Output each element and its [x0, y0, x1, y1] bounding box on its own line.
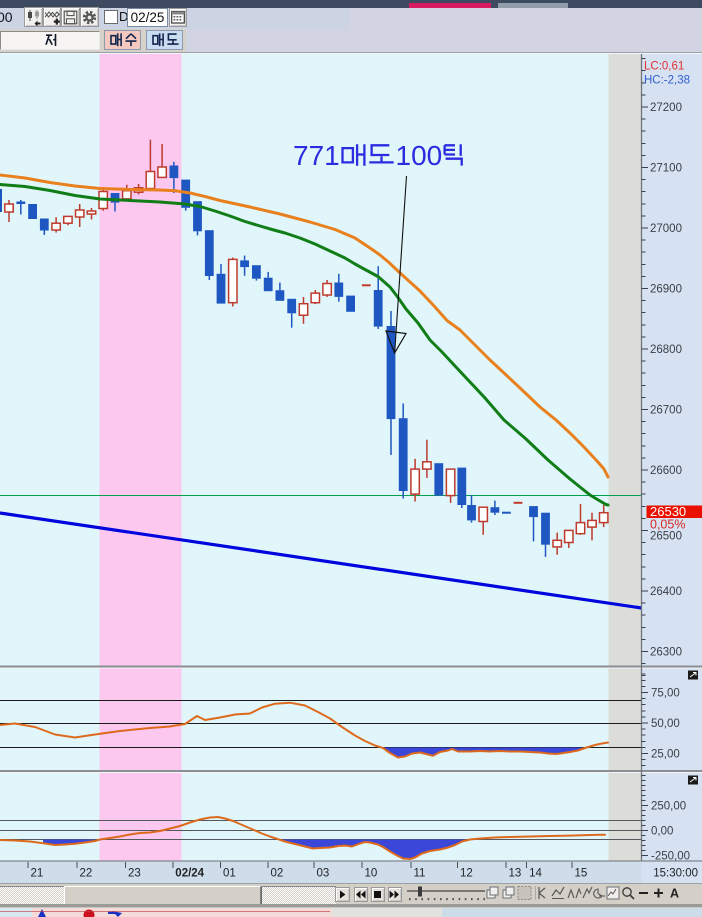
svg-text:03: 03	[317, 868, 330, 880]
svg-text:27100: 27100	[650, 163, 682, 175]
svg-text:250,00: 250,00	[651, 801, 686, 813]
svg-text:23: 23	[128, 868, 141, 880]
svg-text:0,00: 0,00	[651, 826, 673, 838]
svg-text:12: 12	[460, 868, 473, 880]
svg-text:26700: 26700	[650, 405, 682, 417]
svg-text:75,00: 75,00	[651, 688, 680, 700]
svg-text:10: 10	[365, 868, 378, 880]
svg-text:15:30:00: 15:30:00	[653, 868, 698, 880]
svg-text:26900: 26900	[650, 284, 682, 296]
svg-text:50,00: 50,00	[651, 718, 680, 730]
svg-text:771: 771	[293, 140, 340, 171]
svg-text:A: A	[670, 887, 679, 901]
svg-text:02/24: 02/24	[175, 868, 204, 880]
svg-text:22: 22	[80, 868, 93, 880]
svg-text:HC:-2,38: HC:-2,38	[644, 75, 690, 87]
svg-text:02: 02	[271, 868, 284, 880]
svg-text:26600: 26600	[650, 465, 682, 477]
svg-text:14: 14	[529, 868, 542, 880]
svg-text:15: 15	[575, 868, 588, 880]
svg-text:13: 13	[509, 868, 522, 880]
svg-text:11: 11	[414, 868, 426, 880]
svg-text:21: 21	[31, 868, 44, 880]
svg-text:-250,00: -250,00	[651, 851, 690, 863]
svg-text:LC:0,61: LC:0,61	[644, 61, 684, 73]
svg-text:26530: 26530	[650, 504, 686, 519]
svg-text:100: 100	[396, 140, 443, 171]
svg-text:01: 01	[223, 868, 236, 880]
svg-text:26300: 26300	[650, 647, 682, 659]
svg-text:27000: 27000	[650, 223, 682, 235]
svg-text:25,00: 25,00	[651, 749, 680, 761]
svg-text:26800: 26800	[650, 344, 682, 356]
svg-text:26500: 26500	[650, 531, 682, 543]
svg-text:0,05%: 0,05%	[650, 518, 685, 532]
svg-text:27200: 27200	[650, 102, 682, 114]
svg-text:26400: 26400	[650, 586, 682, 598]
